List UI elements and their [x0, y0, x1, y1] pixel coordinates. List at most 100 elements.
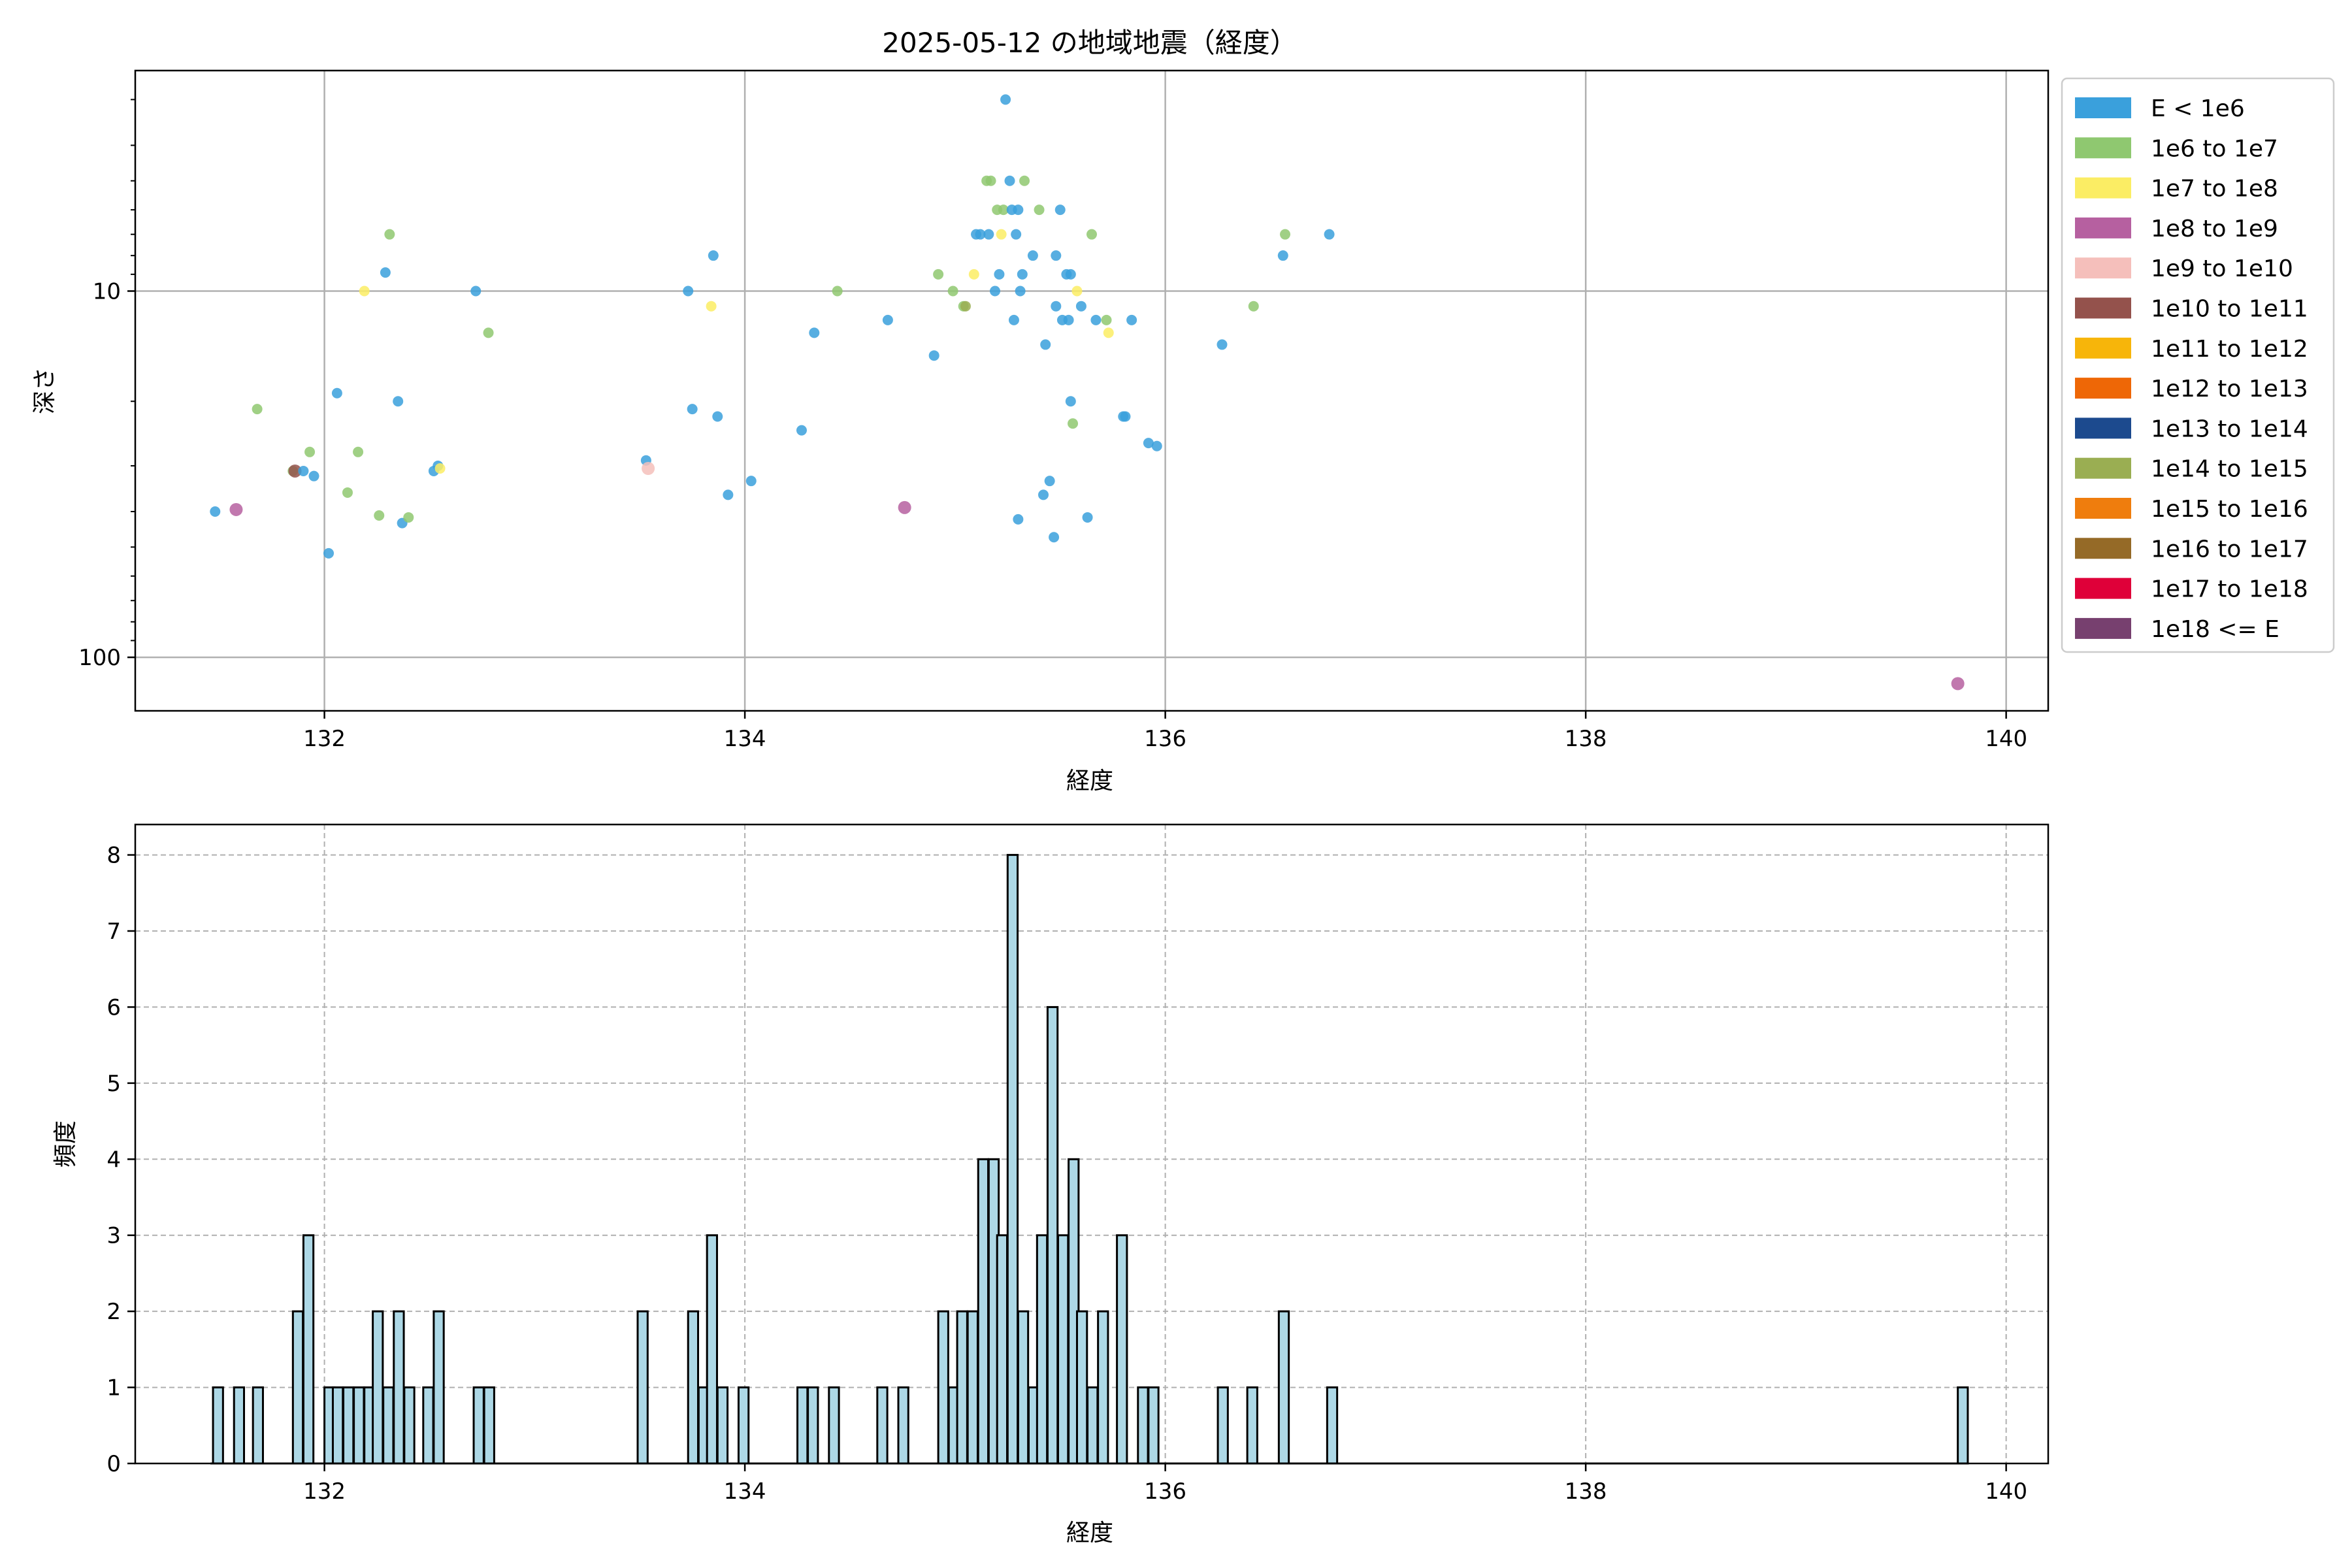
scatter-point: [1037, 489, 1049, 500]
legend-swatch: [2075, 417, 2131, 439]
legend-swatch: [2075, 97, 2131, 118]
histogram-bar: [382, 1386, 395, 1465]
histogram-x-tick-label: 140: [1985, 1478, 2027, 1505]
legend-label: 1e17 to 1e18: [2151, 576, 2308, 603]
histogram-chart: 132 134 136 138 140 0 1 2 3 4 5 6 7 8 経度 頻度: [52, 823, 2050, 1546]
histogram-bar: [956, 1310, 968, 1465]
scatter-point: [928, 350, 939, 361]
histogram-x-tick-label: 132: [303, 1478, 346, 1505]
scatter-point: [1004, 175, 1015, 186]
scatter-point: [483, 327, 494, 338]
scatter-point: [470, 286, 482, 297]
histogram-grid: [135, 825, 2048, 1464]
scatter-point: [723, 489, 734, 500]
scatter-point: [323, 547, 335, 559]
histogram-bar: [1147, 1386, 1160, 1465]
histogram-bar: [433, 1310, 445, 1465]
scatter-plot-frame: [134, 69, 2050, 712]
scatter-point: [1019, 175, 1030, 186]
scatter-point: [989, 286, 1000, 297]
legend-label: 1e14 to 1e15: [2151, 456, 2308, 483]
scatter-point: [1071, 286, 1083, 297]
scatter-point: [809, 327, 820, 338]
scatter-point: [1075, 301, 1086, 312]
scatter-point: [1101, 314, 1112, 325]
histogram-bar: [302, 1234, 315, 1465]
scatter-point: [380, 267, 391, 278]
histogram-bar: [716, 1386, 729, 1465]
histogram-bar: [737, 1386, 750, 1465]
histogram-bar: [1086, 1386, 1099, 1465]
legend-swatch: [2075, 378, 2131, 399]
histogram-bar: [687, 1310, 700, 1465]
histogram-bar: [966, 1310, 979, 1465]
histogram-bar: [1957, 1386, 1969, 1465]
legend-label: 1e8 to 1e9: [2151, 216, 2278, 242]
histogram-y-tick-label: 7: [106, 919, 121, 945]
scatter-point: [1008, 314, 1019, 325]
legend-swatch: [2075, 578, 2131, 599]
scatter-point: [975, 229, 986, 240]
scatter-y-tick-label: 10: [93, 279, 121, 305]
legend-label: 1e18 <= E: [2151, 616, 2279, 643]
scatter-point: [229, 502, 243, 516]
scatter-point: [1277, 250, 1288, 261]
histogram-y-tick-label: 2: [106, 1299, 121, 1325]
legend-swatch: [2075, 137, 2131, 159]
histogram-bar: [472, 1386, 485, 1465]
legend-label: 1e15 to 1e16: [2151, 496, 2308, 523]
scatter-point: [1143, 438, 1154, 449]
scatter-y-axis: 10 100: [78, 99, 135, 671]
scatter-point: [1044, 476, 1055, 487]
histogram-bar: [233, 1386, 246, 1465]
histogram-bar: [422, 1386, 434, 1465]
histogram-y-tick-label: 0: [106, 1451, 121, 1477]
legend-label: E < 1e6: [2151, 95, 2245, 122]
legend-label: 1e7 to 1e8: [2151, 176, 2278, 203]
histogram-bar: [291, 1310, 304, 1465]
scatter-point: [882, 314, 893, 325]
histogram-bar: [796, 1386, 809, 1465]
scatter-point: [1051, 250, 1062, 261]
scatter-point: [1049, 532, 1060, 543]
legend-label: 1e16 to 1e17: [2151, 536, 2308, 563]
histogram-bar: [393, 1310, 405, 1465]
histogram-x-tick-label: 134: [724, 1478, 766, 1505]
histogram-bar: [1217, 1386, 1229, 1465]
legend-swatch: [2075, 457, 2131, 479]
scatter-point: [983, 229, 994, 240]
legend-label: 1e10 to 1e11: [2151, 296, 2308, 323]
histogram-bar: [342, 1386, 355, 1465]
histogram-bar: [1326, 1386, 1339, 1465]
histogram-bar: [1017, 1310, 1030, 1465]
scatter-point: [1068, 418, 1079, 429]
histogram-bar: [977, 1158, 990, 1465]
histogram-bar: [403, 1386, 416, 1465]
scatter-point: [960, 301, 971, 312]
legend-label: 1e13 to 1e14: [2151, 416, 2308, 442]
scatter-point: [998, 204, 1009, 216]
scatter-point: [1065, 396, 1076, 407]
histogram-bar: [1057, 1234, 1070, 1465]
scatter-point: [642, 461, 655, 475]
scatter-point: [985, 175, 996, 186]
histogram-y-tick-label: 4: [106, 1147, 121, 1173]
scatter-point: [1000, 94, 1011, 105]
scatter-point: [796, 425, 807, 436]
histogram-bar: [807, 1386, 819, 1465]
scatter-point: [1013, 514, 1024, 525]
scatter-x-tick-label: 134: [724, 726, 766, 752]
scatter-point: [308, 470, 319, 482]
legend-swatch: [2075, 177, 2131, 199]
scatter-point: [298, 465, 309, 476]
scatter-point: [1040, 339, 1051, 350]
scatter-point: [1103, 327, 1114, 338]
scatter-point: [1054, 204, 1066, 216]
scatter-point: [947, 286, 958, 297]
scatter-point: [1951, 677, 1965, 691]
scatter-x-tick-label: 132: [303, 726, 346, 752]
histogram-bars: [210, 854, 1969, 1465]
legend-frame: [2061, 77, 2335, 653]
scatter-point: [1034, 204, 1045, 216]
histogram-bar: [937, 1310, 949, 1465]
